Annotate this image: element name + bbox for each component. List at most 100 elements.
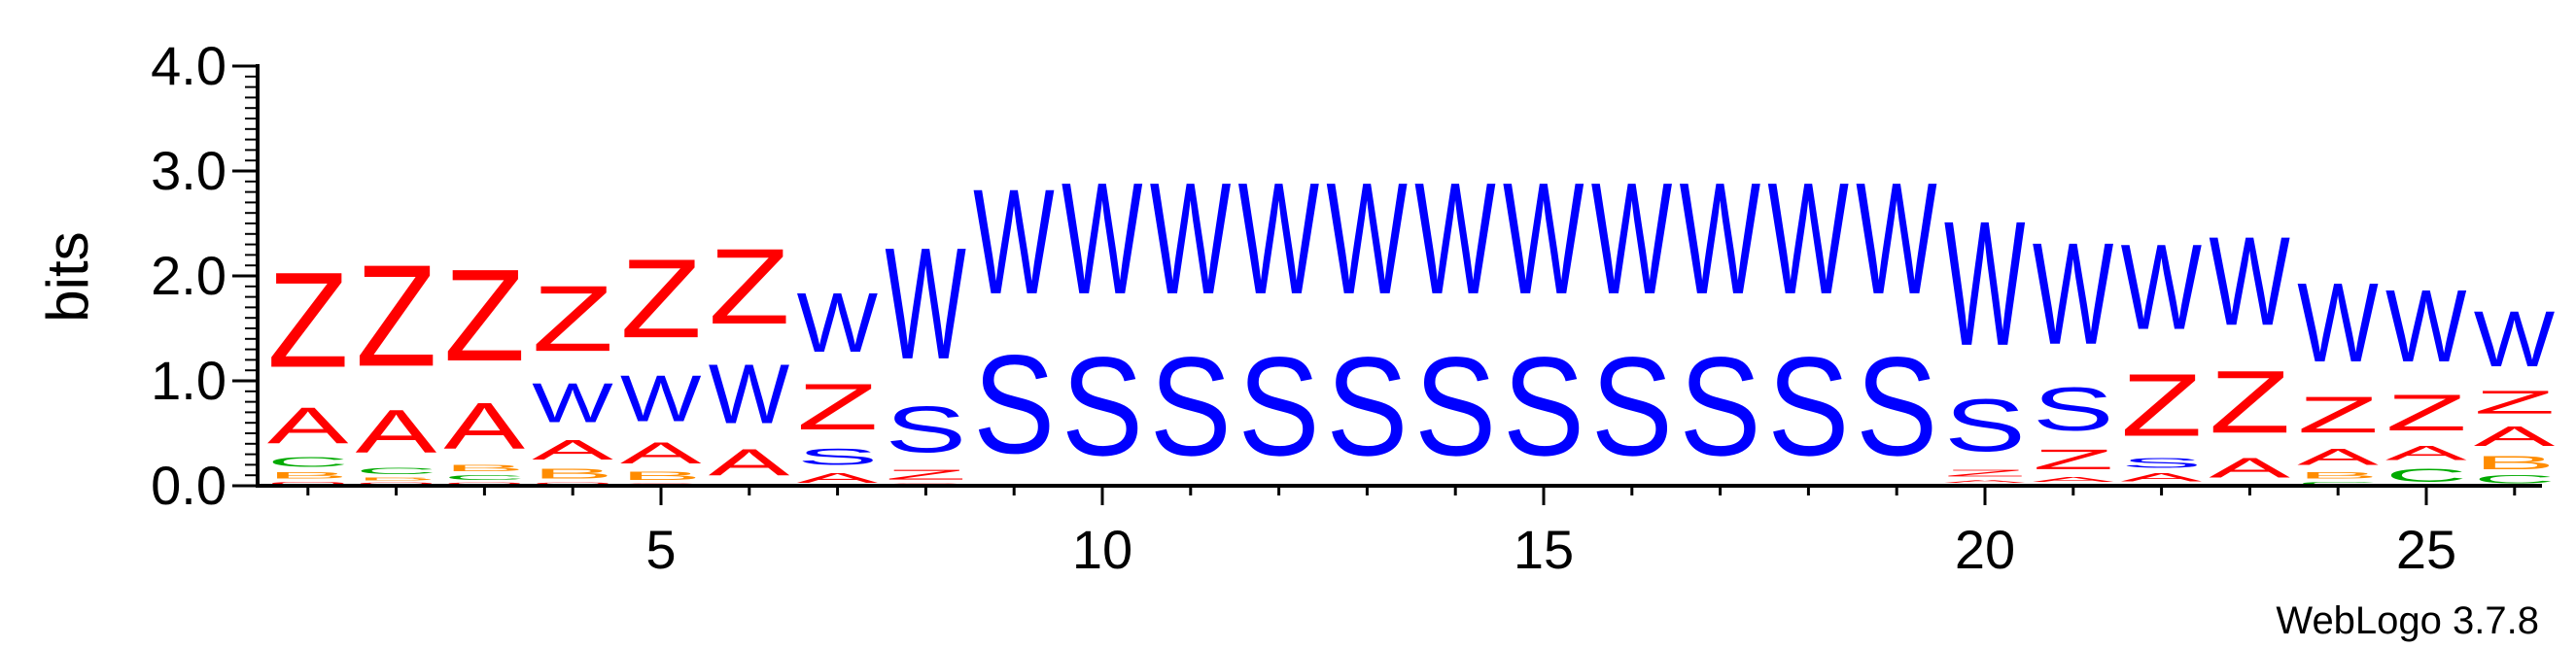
logo-letter-s: S (797, 444, 879, 470)
logo-letter-c: C (2385, 464, 2467, 486)
logo-column-11: SW (1150, 150, 1232, 485)
logo-letter-z: Z (443, 242, 525, 389)
logo-column-12: SW (1238, 150, 1320, 485)
logo-letter-w: W (1326, 150, 1407, 327)
logo-letter-z: Z (267, 244, 349, 395)
logo-letter-z: Z (709, 227, 790, 347)
logo-letter-a: A (620, 435, 702, 469)
logo-letter-a: A (2385, 442, 2467, 465)
x-tick-label: 5 (645, 519, 676, 580)
logo-letter-a: A (2033, 475, 2115, 484)
logo-letter-o: O (532, 482, 613, 486)
logo-letter-w: W (1062, 150, 1142, 327)
logo-letter-w: W (1856, 150, 1936, 327)
logo-letter-z: Z (885, 467, 966, 483)
logo-letter-z: Z (2209, 352, 2290, 452)
logo-letter-s: S (2121, 456, 2203, 471)
logo-letter-z: Z (797, 370, 879, 443)
logo-letter-s: S (1062, 327, 1143, 485)
logo-letter-o: O (356, 482, 437, 486)
logo-column-18: SW (1767, 150, 1849, 485)
logo-letter-a: A (1944, 478, 2026, 483)
logo-letter-s: S (1326, 327, 1408, 485)
y-tick-label: 1.0 (151, 350, 226, 411)
logo-column-22: OASZW (2121, 219, 2204, 486)
logo-letter-b: B (620, 470, 702, 483)
logo-letter-c: C (2474, 473, 2556, 486)
logo-letter-b: B (2474, 452, 2556, 473)
logo-letter-z: Z (2033, 444, 2114, 475)
logo-letter-a: A (356, 397, 437, 465)
logo-column-17: SW (1680, 150, 1761, 485)
logo-letter-w: W (2297, 259, 2378, 385)
logo-letter-z: Z (620, 235, 702, 360)
y-tick-label: 0.0 (151, 455, 226, 516)
logo-letter-z: Z (532, 267, 613, 371)
logo-letter-s: S (1767, 327, 1849, 485)
logo-column-19: SW (1856, 150, 1937, 485)
logo-letter-z: Z (2474, 384, 2556, 421)
logo-letter-a: A (709, 441, 790, 483)
logo-letter-b: B (356, 476, 437, 481)
logo-letter-w: W (973, 157, 1055, 325)
logo-letter-z: Z (2385, 385, 2467, 442)
logo-column-21: OAZSW (2033, 214, 2115, 486)
x-tick-label: 15 (1514, 519, 1574, 580)
y-tick-label: 3.0 (151, 140, 226, 201)
logo-letter-w: W (709, 347, 790, 441)
logo-column-9: OSW (973, 157, 1055, 486)
x-tick-label: 10 (1072, 519, 1132, 580)
logo-letter-z: Z (1944, 468, 2026, 479)
logo-letter-s: S (885, 394, 966, 467)
logo-letter-w: W (532, 371, 613, 434)
logo-letter-w: W (2385, 268, 2466, 383)
logo-letter-a: A (443, 390, 525, 462)
weblogo-credit: WebLogo 3.7.8 (2276, 599, 2539, 642)
logo-letter-s: S (1150, 327, 1232, 485)
logo-column-20: OAZSW (1944, 186, 2026, 486)
logo-letter-a: A (2121, 471, 2203, 484)
logo-letter-s: S (1503, 327, 1584, 485)
logo-letter-a: A (2209, 453, 2290, 484)
logo-letter-a: A (2474, 421, 2556, 452)
logo-letter-a: A (2297, 444, 2380, 470)
logo-letter-w: W (2121, 219, 2202, 355)
logo-letter-o: O (443, 482, 525, 486)
y-axis-label: bits (35, 231, 100, 322)
logo-letter-w: W (1680, 150, 1760, 327)
logo-letter-s: S (2033, 376, 2114, 444)
logo-column-10: SW (1062, 150, 1143, 485)
logo-letter-w: W (1238, 150, 1319, 327)
logo-letter-s: S (1591, 327, 1673, 485)
logo-letter-b: B (443, 462, 525, 473)
logo-column-16: SW (1591, 150, 1673, 485)
logo-letter-s: S (1856, 327, 1937, 485)
logo-letter-w: W (1944, 186, 2026, 384)
logo-letter-w: W (1150, 150, 1231, 327)
logo-letter-o: O (267, 481, 349, 486)
logo-letter-b: B (2297, 470, 2379, 481)
logo-letter-w: W (2474, 295, 2556, 384)
logo-letter-c: C (356, 466, 437, 477)
logo-letter-c: C (443, 473, 525, 482)
logo-letter-c: C (2297, 481, 2379, 486)
logo-letter-a: A (267, 397, 350, 455)
y-tick-label: 2.0 (151, 245, 226, 306)
logo-column-8: OZSW (885, 215, 966, 486)
x-tick-label: 25 (2396, 519, 2456, 580)
logo-glyph-stacks: OBCAZOBCAZOCBAZOBAWZOBAWZOAWZASZWOZSWOSW… (267, 150, 2556, 486)
logo-letter-s: S (1414, 327, 1496, 485)
logo-letter-w: W (620, 361, 701, 435)
logo-letter-s: S (1944, 384, 2026, 467)
logo-letter-z: Z (2121, 355, 2203, 455)
logo-letter-s: S (973, 325, 1055, 483)
logo-letter-w: W (885, 215, 965, 392)
logo-letter-w: W (797, 276, 879, 370)
